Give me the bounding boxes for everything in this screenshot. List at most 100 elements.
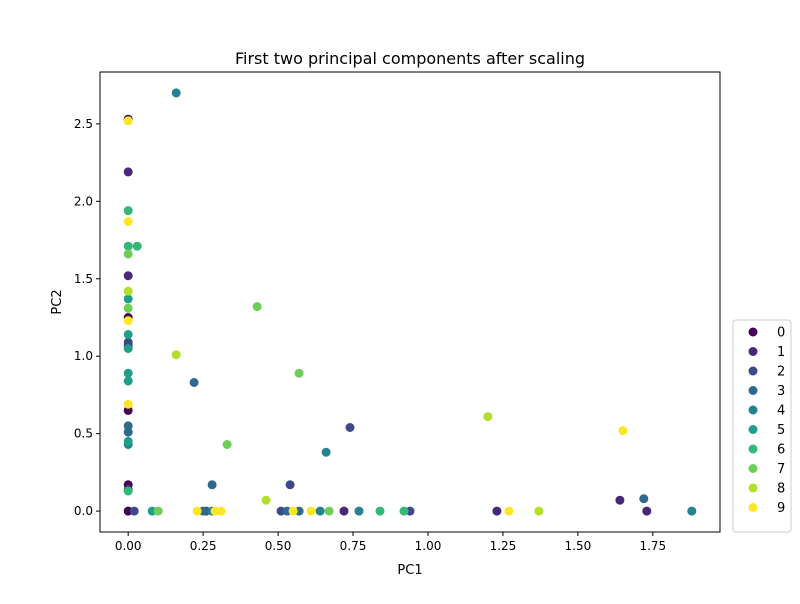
data-point-51 [294,368,304,378]
x-tick-label-7: 1.75 [639,539,666,553]
legend-label-3: 3 [777,384,785,399]
x-tick-label-4: 1.00 [415,539,442,553]
data-point-53 [153,506,163,516]
data-point-70 [618,426,628,436]
x-tick-label-5: 1.25 [490,539,517,553]
legend-marker-7 [748,464,758,473]
data-point-63 [123,399,133,409]
x-tick-label-1: 0.25 [190,539,217,553]
data-point-64 [192,506,202,516]
data-point-18 [345,423,355,432]
data-point-20 [123,421,133,431]
data-point-22 [189,378,199,387]
data-point-66 [216,506,226,516]
data-point-27 [639,494,649,504]
data-point-12 [642,506,652,516]
data-point-35 [123,294,133,304]
legend-label-8: 8 [777,482,785,497]
y-tick-label-0: 0.0 [74,504,93,518]
data-point-57 [261,495,271,505]
data-point-11 [615,495,625,505]
data-point-67 [288,506,298,516]
data-point-6 [123,271,133,281]
data-point-43 [123,241,133,251]
legend-label-7: 7 [777,462,785,477]
data-point-37 [123,344,133,353]
legend-marker-4 [748,405,758,415]
data-point-31 [315,506,325,516]
data-point-28 [171,88,181,98]
y-tick-label-5: 2.5 [74,117,93,131]
data-point-69 [504,506,514,516]
data-point-60 [123,116,133,126]
axes-layer: 0.00 0.25 0.50 0.75 1.00 1.25 1.50 1.75 0.0 0.5 1.… [74,71,721,553]
legend-marker-3 [748,386,758,395]
data-point-33 [354,506,364,516]
chart-title: First two principal components after sca… [235,49,585,68]
legend-marker-1 [748,347,758,356]
legend-label-4: 4 [777,404,785,419]
y-tick-label-4: 2.0 [74,194,93,208]
data-point-36 [123,330,133,339]
data-point-46 [375,506,385,516]
legend-label-5: 5 [777,423,785,438]
data-point-10 [492,506,502,516]
x-tick-label-3: 0.75 [340,539,367,553]
legend-marker-9 [748,503,758,512]
data-point-38 [123,368,133,378]
points-layer [123,88,697,516]
legend-marker-5 [748,425,758,434]
legend-label-0: 0 [777,326,785,341]
data-point-9 [339,506,349,516]
data-point-14 [129,506,139,516]
y-tick-label-3: 1.5 [74,272,93,286]
data-point-5 [123,167,133,177]
legend-marker-8 [748,483,758,493]
data-point-48 [123,249,133,259]
data-point-21 [123,427,133,437]
data-point-34 [687,506,697,516]
legend: 0 1 2 3 4 5 6 7 8 9 [732,319,792,533]
data-point-42 [123,206,133,216]
data-point-61 [123,217,133,226]
data-point-47 [399,506,409,516]
y-tick-label-1: 0.5 [74,427,93,441]
data-point-44 [132,241,142,251]
data-point-54 [324,506,334,516]
data-point-59 [534,506,544,516]
data-point-32 [321,447,331,457]
data-point-58 [483,412,493,422]
legend-marker-6 [748,444,758,454]
legend-label-6: 6 [777,443,785,458]
y-axis-label: PC2 [50,289,65,314]
data-point-55 [123,286,133,296]
data-point-49 [123,303,133,313]
legend-label-1: 1 [777,345,785,360]
data-point-40 [123,436,133,446]
data-point-50 [252,302,262,312]
legend-box [732,319,792,533]
x-tick-label-2: 0.50 [265,539,292,553]
x-tick-label-6: 1.50 [565,539,592,553]
data-point-2 [123,405,133,415]
data-point-56 [171,350,181,360]
legend-marker-0 [748,327,758,337]
plot-frame [99,71,721,533]
data-point-68 [306,506,316,516]
y-tick-label-2: 1.0 [74,349,93,363]
data-point-52 [222,440,232,449]
legend-label-2: 2 [777,365,785,380]
data-point-24 [207,480,217,490]
data-point-39 [123,376,133,386]
data-point-17 [285,480,295,490]
x-tick-label-0: 0.00 [115,539,142,553]
data-point-62 [123,316,133,326]
legend-marker-2 [748,366,758,376]
data-point-45 [123,486,133,496]
x-axis-label: PC1 [397,563,422,578]
data-point-13 [123,337,133,347]
legend-label-9: 9 [777,501,785,516]
